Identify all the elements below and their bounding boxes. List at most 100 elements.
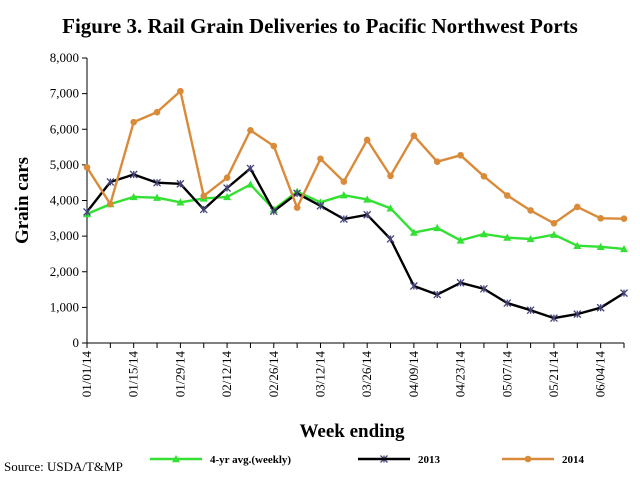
data-point xyxy=(433,223,442,232)
data-point xyxy=(503,192,511,199)
plot-area: 0 1,000 2,000 3,000 4,000 5,000 6,000 7,000 8,00… xyxy=(50,50,628,463)
x-tick-label: 06/04/14 xyxy=(593,351,608,398)
data-point xyxy=(409,282,418,290)
x-tick-label: 04/23/14 xyxy=(453,351,468,398)
data-point xyxy=(433,290,442,299)
series-line xyxy=(86,183,625,251)
data-point xyxy=(107,200,114,208)
data-point xyxy=(83,164,91,171)
data-point xyxy=(223,192,232,201)
data-point xyxy=(176,179,185,188)
y-tick-label: 6,000 xyxy=(50,121,79,136)
data-point xyxy=(270,142,278,150)
data-point xyxy=(527,207,534,214)
data-point xyxy=(479,284,488,293)
data-point xyxy=(129,192,138,201)
data-point xyxy=(130,118,137,126)
data-point xyxy=(223,184,232,192)
x-axis-label: Week ending xyxy=(299,421,405,442)
data-point xyxy=(410,132,418,139)
series-line xyxy=(85,89,625,225)
y-tick-label: 3,000 xyxy=(50,228,79,243)
data-point xyxy=(153,178,162,187)
data-point xyxy=(83,207,91,216)
data-point xyxy=(363,136,371,144)
data-point xyxy=(457,151,464,159)
y-tick-label: 0 xyxy=(73,335,80,350)
x-tick-label: 05/07/14 xyxy=(499,351,514,398)
y-tick-label: 2,000 xyxy=(50,264,79,279)
data-point xyxy=(479,229,488,238)
data-point xyxy=(526,306,535,315)
x-tick-label: 04/09/14 xyxy=(406,351,421,398)
legend-label: 2014 xyxy=(562,454,585,466)
data-point xyxy=(573,310,582,319)
x-tick-label: 01/15/14 xyxy=(126,351,141,398)
y-tick-label: 5,000 xyxy=(50,157,79,172)
data-point xyxy=(129,170,138,179)
data-point xyxy=(246,164,255,173)
series-line xyxy=(86,167,625,320)
data-point xyxy=(153,193,162,201)
data-point xyxy=(620,244,628,253)
data-point xyxy=(409,228,418,236)
data-point xyxy=(177,87,184,95)
data-point xyxy=(386,204,395,212)
data-point xyxy=(339,215,348,223)
data-point xyxy=(339,191,348,199)
chart-title: Figure 3. Rail Grain Deliveries to Pacif… xyxy=(62,14,578,38)
x-tick-label: 01/01/14 xyxy=(79,351,94,398)
data-point xyxy=(246,180,255,188)
y-axis-label: Grain cars xyxy=(12,157,33,244)
data-point xyxy=(433,158,441,165)
data-point xyxy=(247,127,254,134)
data-point xyxy=(363,195,372,203)
data-point xyxy=(526,234,535,243)
data-point xyxy=(269,207,278,216)
data-point xyxy=(550,220,558,227)
x-tick-label: 02/26/14 xyxy=(266,351,281,398)
data-point xyxy=(596,242,605,251)
data-point xyxy=(106,178,115,186)
data-point xyxy=(620,289,628,298)
data-point xyxy=(386,235,395,243)
legend-label: 4-yr avg.(weekly) xyxy=(210,454,291,466)
y-tick-label: 8,000 xyxy=(50,50,79,65)
y-tick-label: 4,000 xyxy=(50,193,79,208)
data-point xyxy=(293,189,302,198)
data-point xyxy=(549,314,558,323)
data-point xyxy=(596,303,605,312)
data-point xyxy=(293,204,301,211)
data-point xyxy=(574,203,581,211)
data-point xyxy=(597,215,604,222)
data-point xyxy=(223,174,231,181)
source-note: Source: USDA/T&MP xyxy=(4,459,123,474)
legend: 4-yr avg.(weekly) 2013 2014 xyxy=(150,454,585,466)
x-tick-label: 02/12/14 xyxy=(219,351,234,398)
data-point xyxy=(153,108,161,116)
data-point xyxy=(317,155,324,163)
legend-label: 2013 xyxy=(418,454,441,466)
data-point xyxy=(200,192,208,200)
data-point xyxy=(549,230,558,238)
y-tick-label: 7,000 xyxy=(50,86,79,101)
data-point xyxy=(480,172,488,180)
data-point xyxy=(456,278,465,287)
data-point xyxy=(199,205,208,214)
data-point xyxy=(573,241,582,249)
y-tick-label: 1,000 xyxy=(50,299,79,314)
data-point xyxy=(456,236,465,244)
x-tick-label: 03/12/14 xyxy=(312,351,327,398)
data-point xyxy=(340,178,348,185)
x-tick-label: 03/26/14 xyxy=(359,351,374,398)
data-point xyxy=(316,201,325,210)
x-tick-label: 05/21/14 xyxy=(546,351,561,398)
data-point xyxy=(503,233,512,241)
x-tick-label: 01/29/14 xyxy=(172,351,187,398)
data-point xyxy=(503,299,512,308)
data-point xyxy=(620,215,628,222)
data-point xyxy=(176,198,185,206)
data-point xyxy=(387,172,394,180)
data-point xyxy=(363,210,372,219)
